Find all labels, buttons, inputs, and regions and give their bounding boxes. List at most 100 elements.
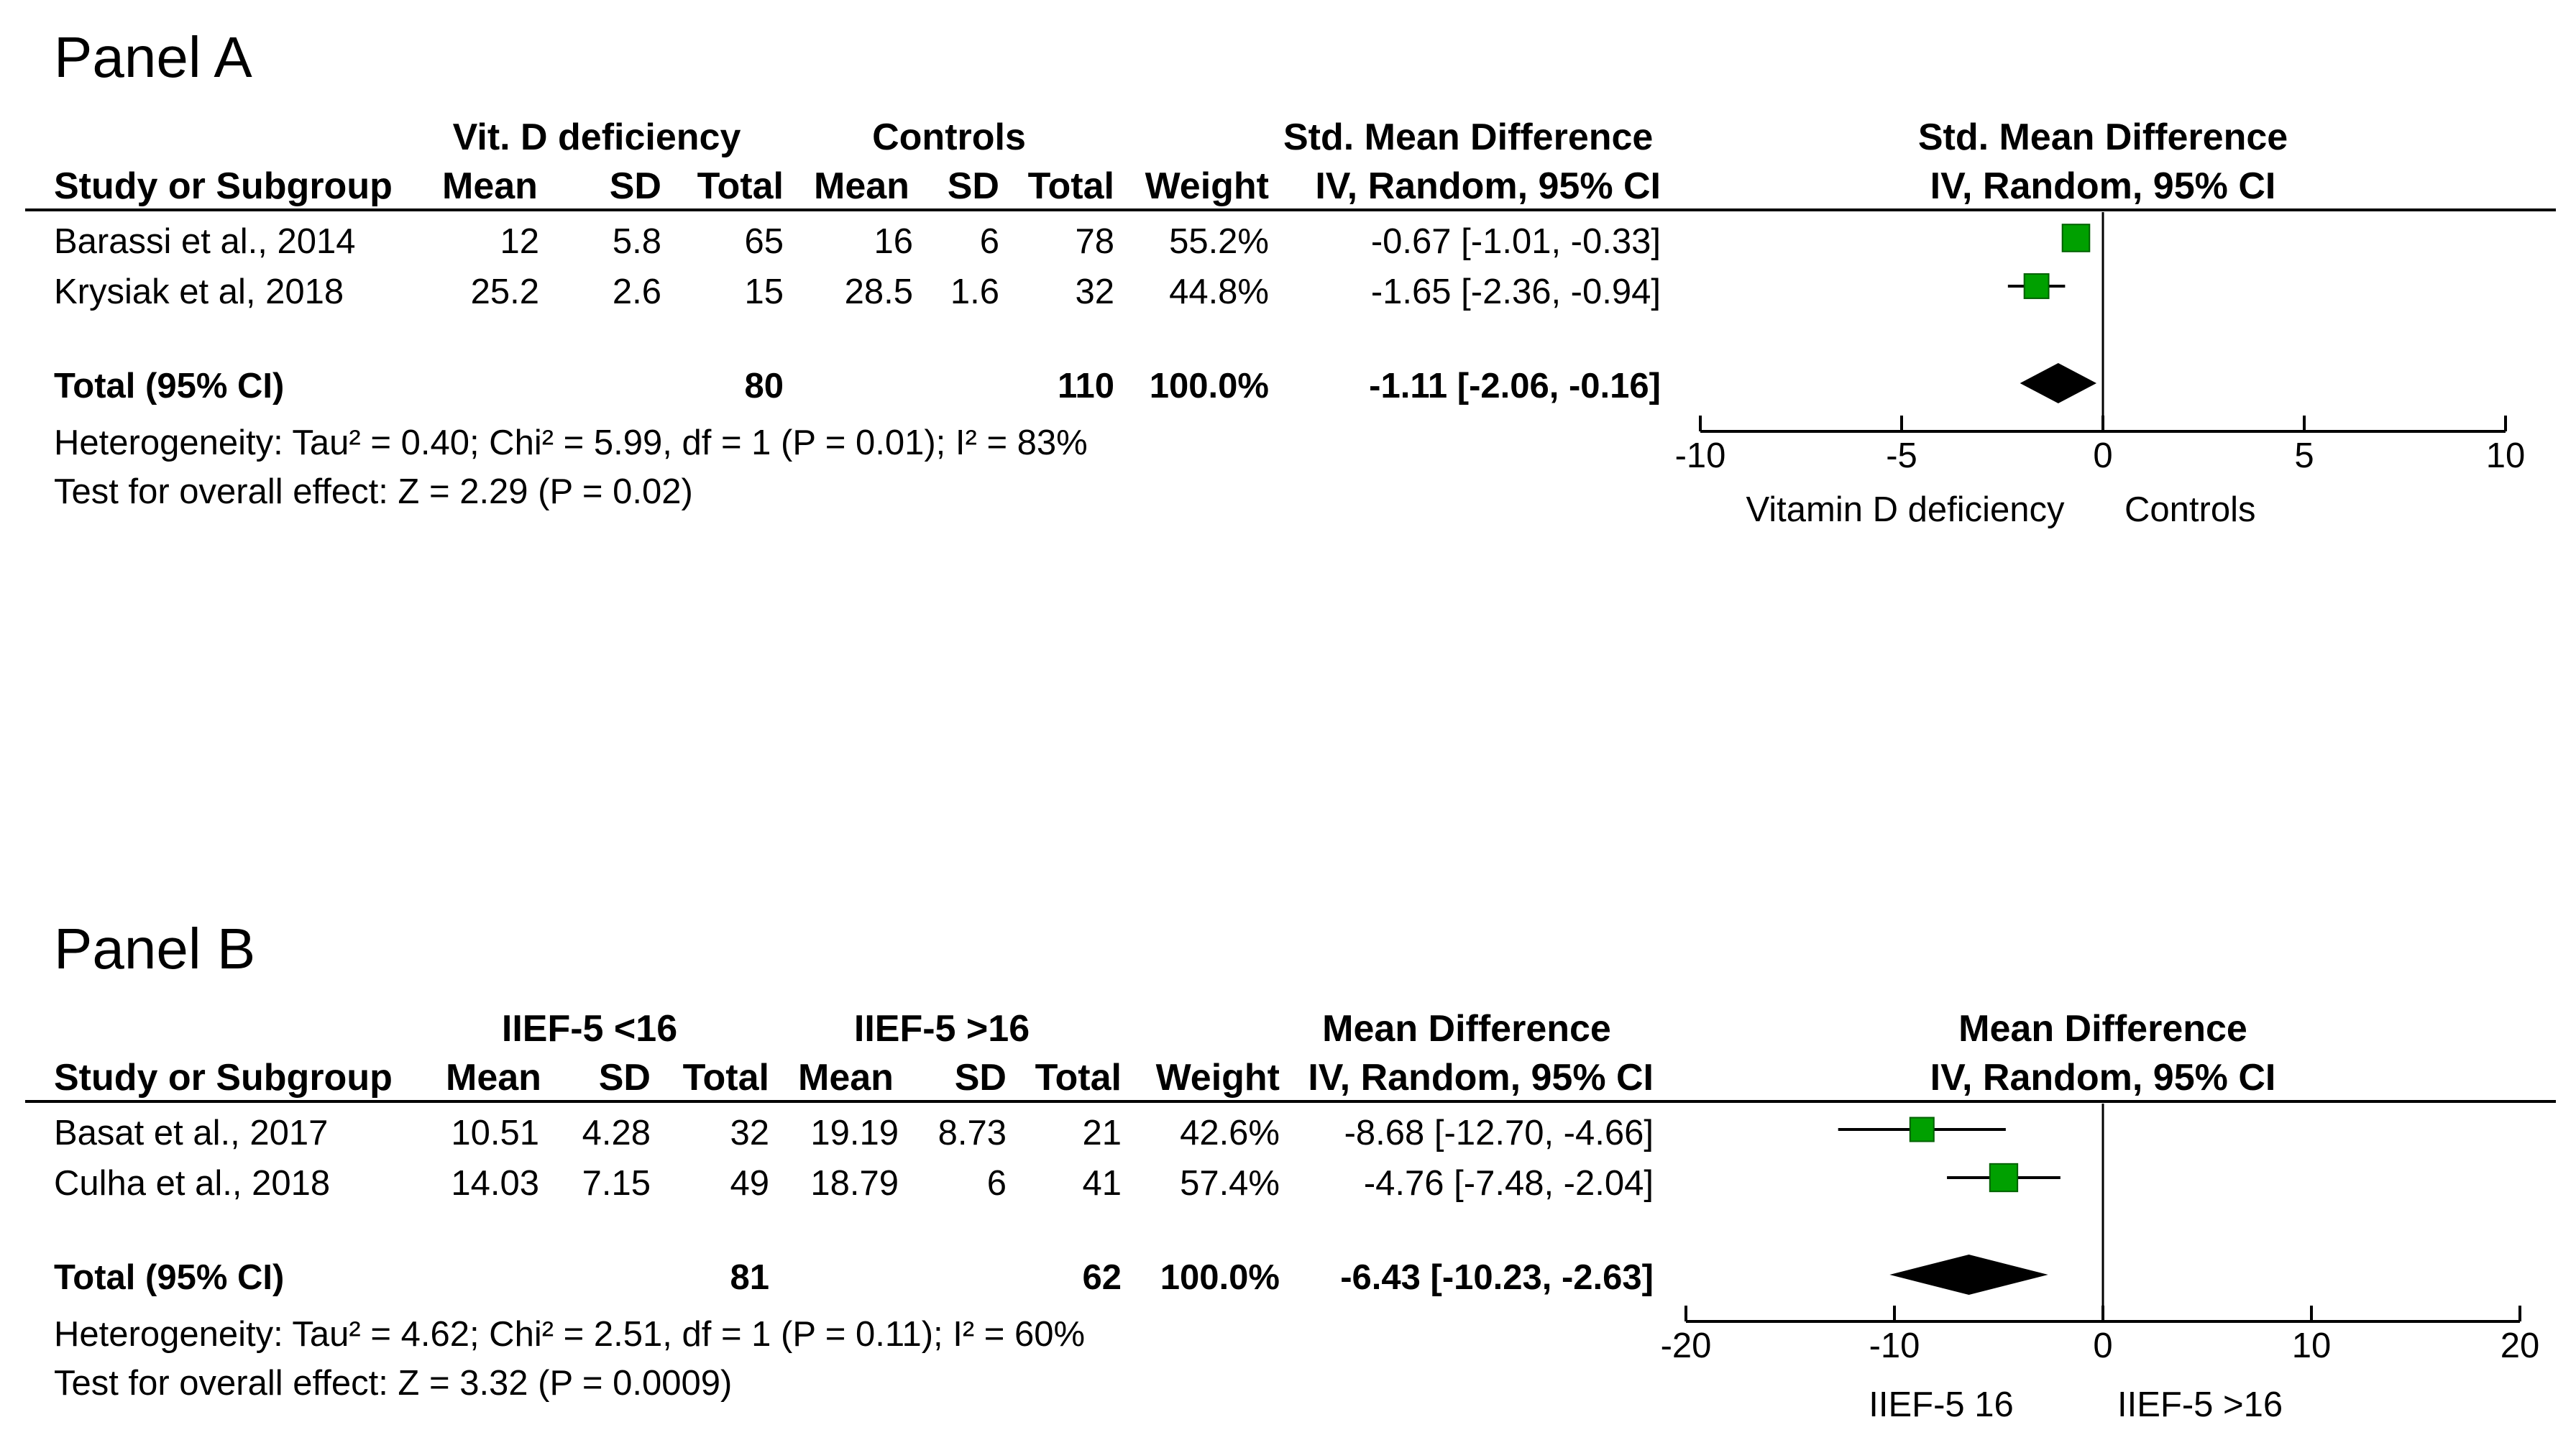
col-mean-1: Mean <box>446 1057 541 1099</box>
overall-effect-text: Test for overall effect: Z = 2.29 (P = 0… <box>54 472 693 511</box>
heterogeneity-text: Heterogeneity: Tau² = 0.40; Chi² = 5.99,… <box>54 423 1088 462</box>
weight: 57.4% <box>1180 1164 1280 1203</box>
total-weight: 100.0% <box>1160 1258 1280 1297</box>
plot-effect-header: Std. Mean Difference <box>1917 116 2288 158</box>
group2-header: Controls <box>872 116 1026 158</box>
x-tick-label: -10 <box>1675 436 1726 475</box>
study-name: Basat et al., 2017 <box>54 1114 329 1152</box>
effect-header: Mean Difference <box>1322 1008 1611 1050</box>
x-tick-label: 0 <box>2093 1326 2112 1365</box>
total-2: 41 <box>1082 1164 1122 1203</box>
x-tick-label: 20 <box>2501 1326 2540 1365</box>
mean-2: 19.19 <box>810 1114 899 1152</box>
col-total-2: Total <box>1035 1057 1122 1099</box>
study-name: Culha et al., 2018 <box>54 1164 331 1203</box>
sd-2: 6 <box>986 1164 1007 1203</box>
col-study: Study or Subgroup <box>54 1057 393 1099</box>
x-tick-label: 0 <box>2093 436 2112 475</box>
col-sd-1: SD <box>598 1057 651 1099</box>
x-tick-label: 5 <box>2294 436 2314 475</box>
total-ci: -6.43 [-10.23, -2.63] <box>1340 1258 1654 1297</box>
sd-2: 6 <box>979 222 999 261</box>
total-1: 32 <box>730 1114 769 1152</box>
mean-2: 18.79 <box>810 1164 899 1203</box>
x-tick-label: -5 <box>1886 436 1917 475</box>
col-total-2: Total <box>1027 165 1114 207</box>
total-n1: 81 <box>730 1258 769 1297</box>
effect-ci: -4.76 [-7.48, -2.04] <box>1363 1164 1654 1203</box>
axis-right-label: IIEF-5 >16 <box>2117 1385 2283 1424</box>
effect-header: Std. Mean Difference <box>1283 116 1654 158</box>
header-divider <box>25 208 2556 211</box>
mean-1: 10.51 <box>451 1114 539 1152</box>
total-weight: 100.0% <box>1149 367 1269 405</box>
sd-1: 4.28 <box>582 1114 651 1152</box>
study-estimate-square <box>1909 1117 1935 1142</box>
group1-header: Vit. D deficiency <box>452 116 741 158</box>
total-label: Total (95% CI) <box>54 1258 285 1297</box>
total-n1: 80 <box>744 367 784 405</box>
plot-effect-header: Mean Difference <box>1958 1008 2247 1050</box>
x-tick-label: -20 <box>1661 1326 1712 1365</box>
col-total-1: Total <box>697 165 784 207</box>
total-n2: 110 <box>1057 367 1114 405</box>
plot-method-header: IV, Random, 95% CI <box>1930 165 2276 207</box>
effect-ci: -8.68 [-12.70, -4.66] <box>1344 1114 1654 1152</box>
panel-b: Panel B IIEF-5 <16 IIEF-5 >16 Mean Diffe… <box>0 891 2576 1453</box>
col-mean-2: Mean <box>814 165 909 207</box>
study-name: Barassi et al., 2014 <box>54 222 356 261</box>
sd-2: 8.73 <box>938 1114 1007 1152</box>
pooled-diamond <box>2020 363 2097 403</box>
panel-title: Panel A <box>54 25 252 89</box>
mean-1: 12 <box>500 222 539 261</box>
col-weight: Weight <box>1145 165 1269 207</box>
plot-method-header: IV, Random, 95% CI <box>1930 1057 2276 1099</box>
total-1: 65 <box>744 222 784 261</box>
group2-header: IIEF-5 >16 <box>853 1008 1030 1050</box>
study-name: Krysiak et al, 2018 <box>54 272 344 311</box>
group1-header: IIEF-5 <16 <box>501 1008 678 1050</box>
col-sd-2: SD <box>947 165 999 207</box>
sd-1: 7.15 <box>582 1164 651 1203</box>
col-sd-2: SD <box>954 1057 1007 1099</box>
total-2: 32 <box>1075 272 1114 311</box>
axis-left-label: IIEF-5 16 <box>1869 1385 2014 1424</box>
axis-right-label: Controls <box>2124 490 2256 529</box>
axis-left-label: Vitamin D deficiency <box>1746 490 2065 529</box>
x-tick-label: -10 <box>1869 1326 1920 1365</box>
sd-2: 1.6 <box>950 272 999 311</box>
col-method: IV, Random, 95% CI <box>1308 1057 1654 1099</box>
weight: 42.6% <box>1180 1114 1280 1152</box>
col-mean-1: Mean <box>442 165 538 207</box>
col-mean-2: Mean <box>798 1057 894 1099</box>
col-sd-1: SD <box>609 165 661 207</box>
total-1: 49 <box>730 1164 769 1203</box>
x-tick-label: 10 <box>2486 436 2526 475</box>
col-study: Study or Subgroup <box>54 165 393 207</box>
total-2: 21 <box>1082 1114 1122 1152</box>
panel-a: Panel A Vit. D deficiency Controls Std. … <box>0 0 2576 719</box>
overall-effect-text: Test for overall effect: Z = 3.32 (P = 0… <box>54 1364 733 1403</box>
mean-1: 14.03 <box>451 1164 539 1203</box>
sd-1: 2.6 <box>612 272 661 311</box>
weight: 55.2% <box>1169 222 1269 261</box>
total-ci: -1.11 [-2.06, -0.16] <box>1369 367 1661 405</box>
total-1: 15 <box>744 272 784 311</box>
col-total-1: Total <box>682 1057 769 1099</box>
study-estimate-square <box>2023 273 2050 299</box>
effect-ci: -0.67 [-1.01, -0.33] <box>1370 222 1661 261</box>
total-n2: 62 <box>1082 1258 1122 1297</box>
total-label: Total (95% CI) <box>54 367 285 405</box>
study-estimate-square <box>1989 1163 2019 1193</box>
forest-plot: -10 -5 0 5 10 <box>1675 212 2526 475</box>
pooled-diamond <box>1889 1255 2048 1295</box>
effect-ci: -1.65 [-2.36, -0.94] <box>1370 272 1661 311</box>
mean-2: 28.5 <box>844 272 913 311</box>
weight: 44.8% <box>1169 272 1269 311</box>
mean-2: 16 <box>874 222 913 261</box>
heterogeneity-text: Heterogeneity: Tau² = 4.62; Chi² = 2.51,… <box>54 1315 1086 1354</box>
x-tick-label: 10 <box>2292 1326 2332 1365</box>
panel-title: Panel B <box>54 917 256 981</box>
study-estimate-square <box>2061 224 2091 252</box>
col-method: IV, Random, 95% CI <box>1315 165 1661 207</box>
